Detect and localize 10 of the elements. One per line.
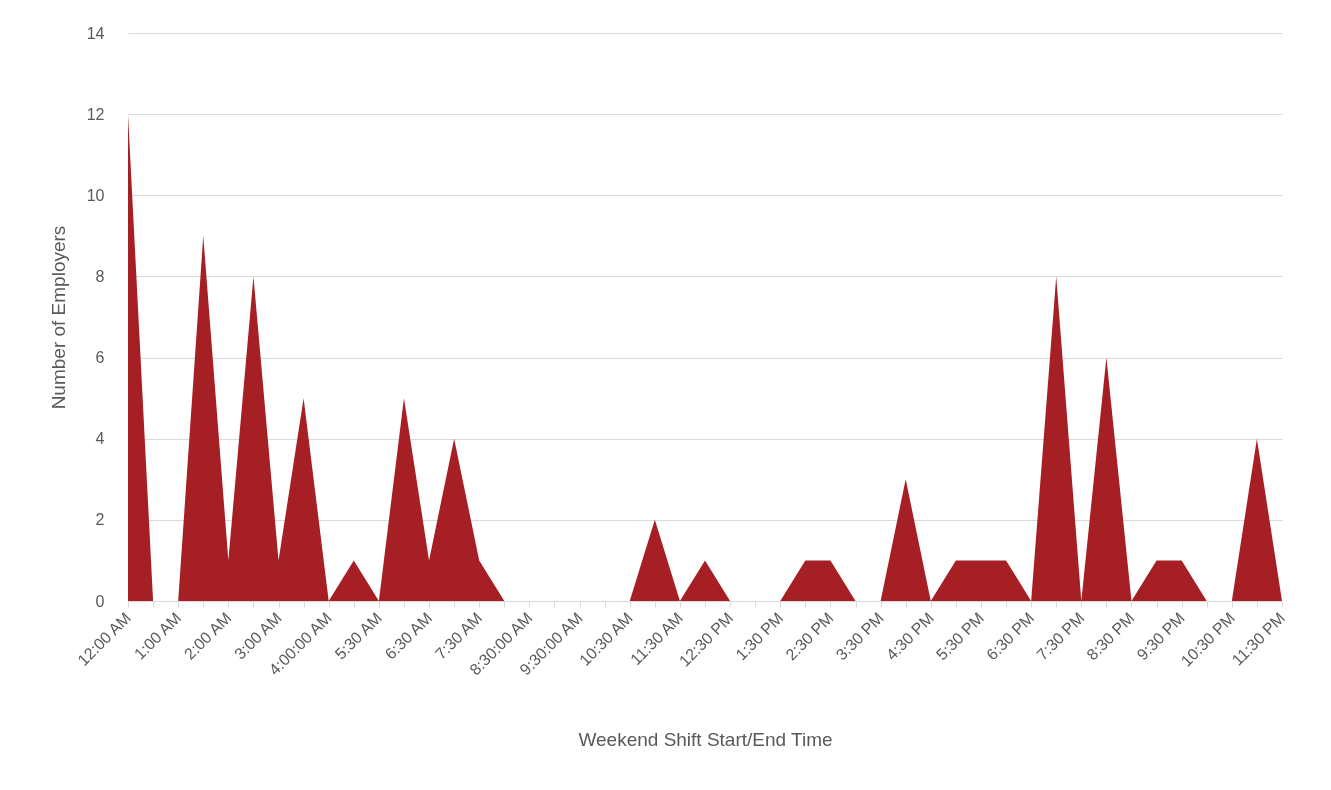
y-tick-label: 4 <box>95 430 105 448</box>
y-tick-label: 0 <box>95 592 105 610</box>
x-axis-title: Weekend Shift Start/End Time <box>578 729 833 751</box>
y-tick-label: 2 <box>95 511 105 529</box>
y-axis-title: Number of Employers <box>47 225 69 410</box>
y-tick-label: 14 <box>86 24 105 42</box>
y-tick-label: 12 <box>86 105 105 123</box>
y-tick-label: 8 <box>95 267 105 285</box>
y-tick-label: 10 <box>86 186 105 204</box>
y-tick-label: 6 <box>95 349 105 367</box>
